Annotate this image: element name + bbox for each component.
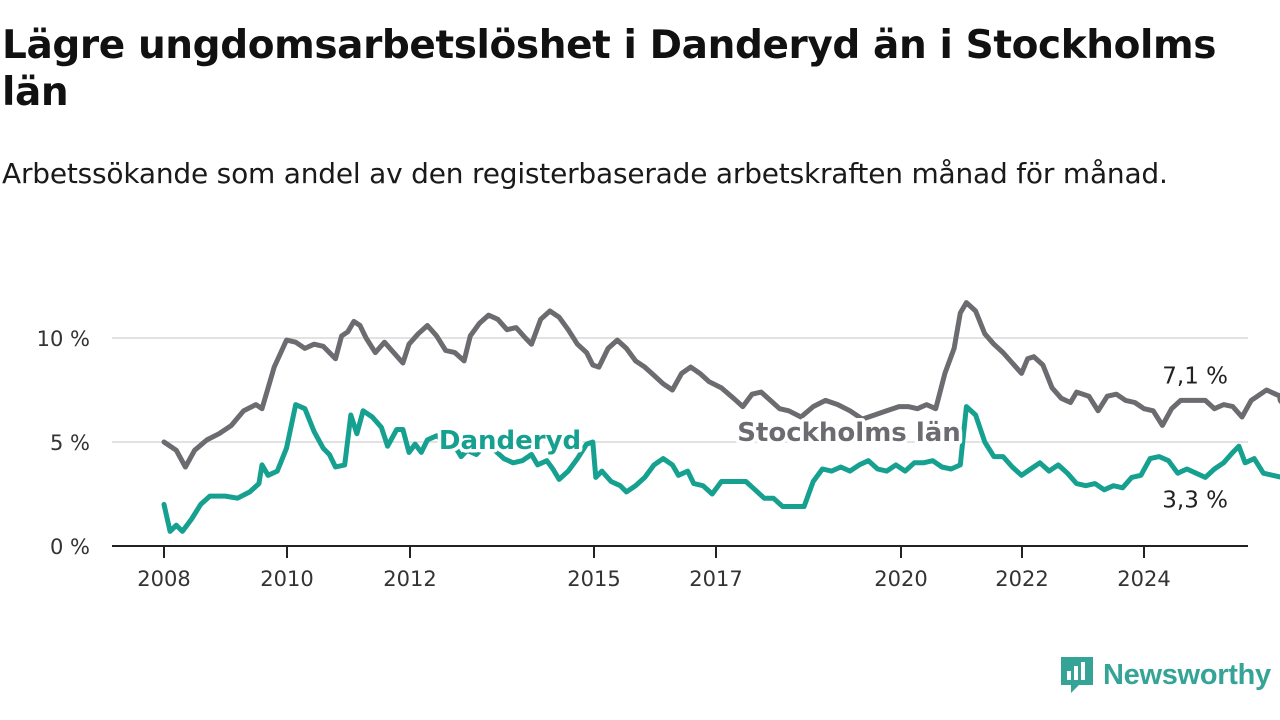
series-line-stockholms-l-n [161,300,1280,470]
series-labels: 7,1 % 3,3 % Stockholms län Danderyd [435,363,1228,513]
newsworthy-logo: Newsworthy [1059,655,1271,695]
y-axis-ticks: 0 % 5 % 10 % [37,327,90,559]
x-tick-label: 2015 [567,567,620,591]
chart-subtitle: Arbetssökande som andel av den registerb… [2,157,1168,190]
y-tick-label: 10 % [37,327,90,351]
x-tick-label: 2012 [383,567,436,591]
series-end-marker [1277,392,1280,405]
line-chart: 0 %5 %10 % 2008 2010 2012 2015 2017 2020 2022 2… [37,300,1280,591]
chart-title: Lägre ungdomsarbetslöshet i Danderyd än … [2,23,1217,115]
series-lines [161,300,1280,534]
y-tick-label: 0 % [50,535,90,559]
brand-name: Newsworthy [1103,658,1271,691]
x-tick-label: 2010 [260,567,313,591]
x-tick-label: 2020 [874,567,927,591]
y-tick-label: 5 % [50,431,90,455]
newsworthy-chart-icon [1061,657,1093,693]
x-axis-ticks: 2008 2010 2012 2015 2017 2020 2022 2024 [137,546,1171,591]
gridlines [112,337,1248,443]
x-tick-label: 2022 [995,567,1048,591]
series-end-label: 7,1 % [1162,363,1228,389]
series-line-danderyd [161,402,1280,534]
series-end-label: 3,3 % [1162,487,1228,513]
series-name-label: Stockholms län [737,418,961,448]
x-tick-label: 2017 [689,567,742,591]
x-tick-label: 2008 [137,567,190,591]
series-name-label: Danderyd [439,426,581,456]
x-tick-label: 2024 [1117,567,1170,591]
